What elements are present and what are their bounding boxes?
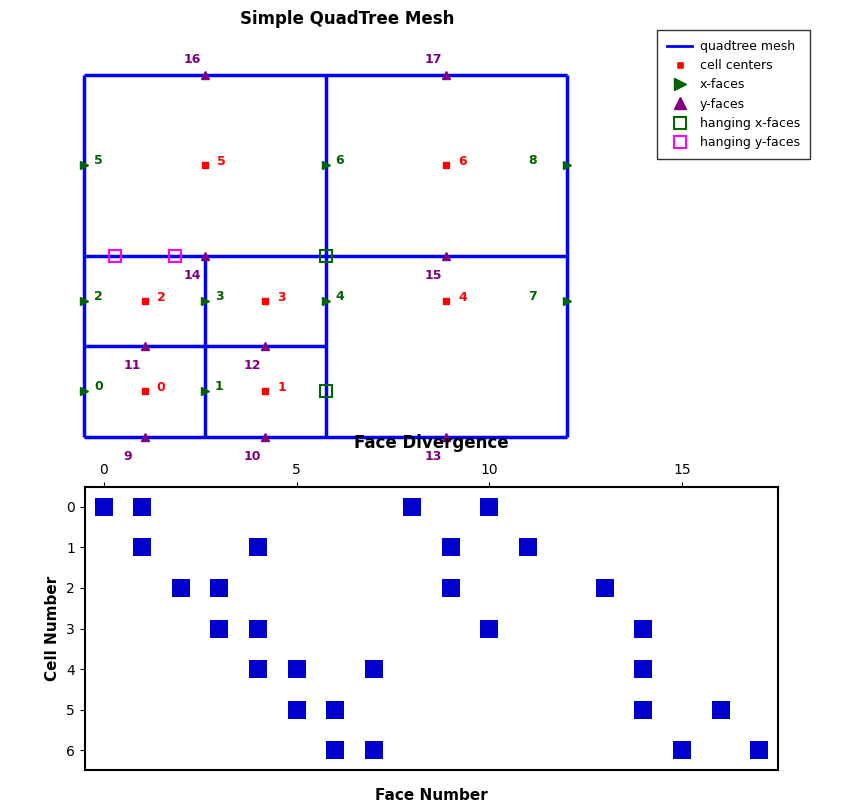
Point (444, 541, 458, 554)
Point (637, 703, 651, 716)
Point (482, 500, 496, 513)
Point (637, 663, 651, 676)
Bar (320, 250, 332, 262)
Text: 7: 7 (529, 290, 537, 303)
Point (328, 703, 342, 716)
Text: 1: 1 (215, 380, 223, 393)
Text: 4: 4 (335, 290, 344, 303)
Point (251, 541, 265, 554)
Point (290, 703, 304, 716)
Point (714, 703, 728, 716)
Bar (320, 385, 332, 397)
Point (367, 663, 381, 676)
Point (521, 541, 535, 554)
Point (328, 744, 342, 757)
Point (405, 500, 419, 513)
Text: 6: 6 (335, 154, 344, 167)
Text: 4: 4 (459, 291, 467, 304)
Text: 14: 14 (184, 269, 201, 282)
Text: Face Number: Face Number (375, 788, 488, 803)
Text: 8: 8 (529, 154, 537, 167)
Y-axis label: Cell Number: Cell Number (46, 576, 60, 681)
Text: 9: 9 (123, 450, 132, 463)
Point (135, 541, 149, 554)
Text: 6: 6 (459, 155, 467, 168)
Point (675, 744, 689, 757)
Point (444, 581, 458, 594)
Point (637, 622, 651, 635)
Text: 12: 12 (244, 359, 261, 372)
Text: 3: 3 (215, 290, 223, 303)
Legend: quadtree mesh, cell centers, x-faces, y-faces, hanging x-faces, hanging y-faces: quadtree mesh, cell centers, x-faces, y-… (657, 30, 810, 159)
Text: 5: 5 (94, 154, 103, 167)
Text: 5: 5 (217, 155, 226, 168)
Point (482, 622, 496, 635)
Text: 3: 3 (277, 291, 286, 304)
Text: 17: 17 (425, 54, 442, 67)
Point (212, 622, 226, 635)
Point (174, 581, 188, 594)
Text: 16: 16 (184, 54, 201, 67)
Title: Simple QuadTree Mesh: Simple QuadTree Mesh (239, 10, 454, 28)
Point (752, 744, 766, 757)
Text: 1: 1 (277, 381, 286, 394)
Text: 13: 13 (425, 450, 442, 463)
Text: 0: 0 (94, 380, 103, 393)
Text: 15: 15 (425, 269, 442, 282)
Text: 2: 2 (157, 291, 166, 304)
Point (135, 500, 149, 513)
Point (598, 581, 612, 594)
Point (251, 663, 265, 676)
Text: 2: 2 (94, 290, 103, 303)
Bar (169, 250, 181, 262)
Title: Face Divergence: Face Divergence (354, 434, 508, 452)
Point (290, 663, 304, 676)
Text: 0: 0 (157, 381, 166, 394)
Point (212, 581, 226, 594)
Point (251, 622, 265, 635)
Text: 11: 11 (123, 359, 140, 372)
Bar (108, 250, 121, 262)
Text: 10: 10 (244, 450, 261, 463)
Point (97, 500, 111, 513)
Point (367, 744, 381, 757)
